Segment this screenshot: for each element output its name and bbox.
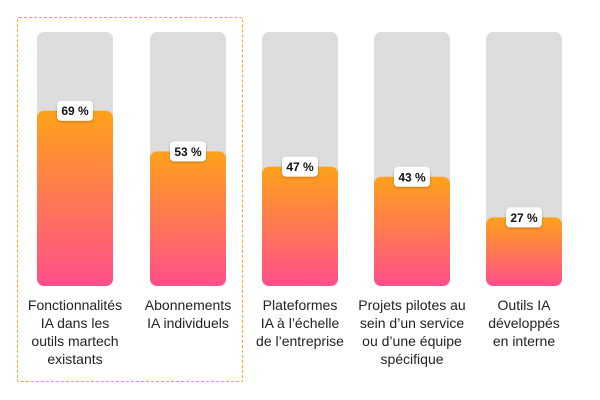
bar (150, 151, 226, 286)
value-label: 47 % (286, 160, 314, 174)
value-label-bg (394, 166, 430, 187)
value-label: 69 % (61, 104, 89, 118)
bar (37, 110, 113, 287)
category-label: Plateformes IA à l’échelle de l’entrepri… (256, 297, 344, 349)
category-label: Abonnements IA individuels (144, 297, 232, 331)
value-label-bg (57, 100, 93, 121)
category-label: Projets pilotes au sein d’un service ou … (358, 297, 466, 367)
category-label: Outils IA développés en interne (488, 297, 560, 349)
highlight-box (17, 17, 243, 382)
bar (262, 166, 338, 286)
value-label: 43 % (398, 170, 426, 184)
bar (374, 176, 450, 286)
value-label: 27 % (510, 211, 538, 225)
value-label-bg (282, 156, 318, 177)
value-label: 53 % (174, 145, 202, 159)
category-label: Fonctionnalités IA dans les outils marte… (27, 297, 123, 367)
bar (486, 217, 562, 286)
value-label-bg (170, 141, 206, 162)
value-label-bg (506, 207, 542, 228)
